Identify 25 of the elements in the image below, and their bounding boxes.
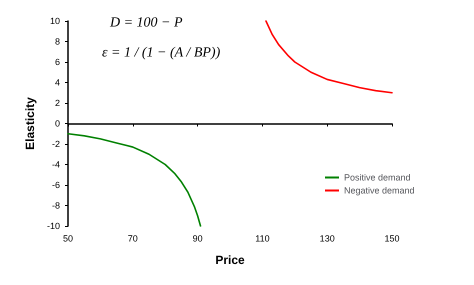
y-tick-label: 6 (54, 57, 60, 67)
y-tick-label: -8 (52, 200, 60, 210)
x-axis-title: Price (215, 253, 245, 267)
y-tick-label: -2 (52, 139, 60, 149)
x-tick-label: 150 (384, 234, 400, 244)
annotation: D = 100 − P (109, 16, 184, 30)
y-axis-title: Elasticity (23, 96, 38, 150)
x-tick-label: 130 (320, 234, 335, 244)
legend-label: Negative demand (344, 186, 415, 196)
y-tick-label: -4 (52, 160, 60, 170)
y-tick-label: -10 (46, 221, 60, 231)
y-tick-label: 8 (54, 36, 60, 46)
y-tick-label: 2 (54, 98, 60, 108)
x-tick-label: 90 (192, 234, 203, 244)
y-tick-label: -6 (52, 180, 60, 190)
legend-label: Positive demand (344, 172, 411, 182)
x-tick-label: 110 (255, 234, 270, 244)
y-tick-label: 0 (54, 118, 60, 128)
line-series (67, 132, 202, 227)
y-tick-label: 10 (50, 16, 60, 26)
x-tick-label: 70 (128, 234, 138, 244)
y-tick-label: 4 (54, 78, 60, 88)
annotation: ε = 1 / (1 − (A / BP)) (102, 46, 221, 60)
x-tick-label: 50 (62, 234, 74, 244)
line-series (265, 20, 393, 94)
